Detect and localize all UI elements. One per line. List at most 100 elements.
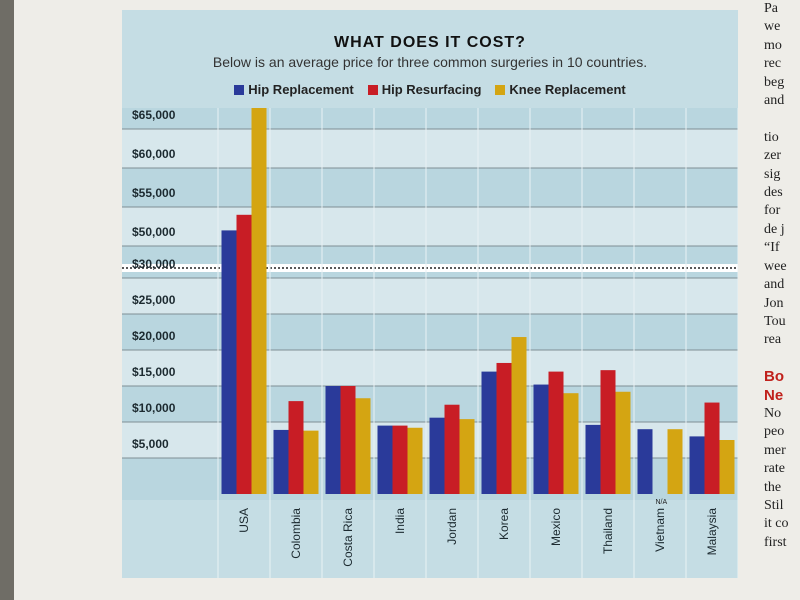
bar-knee-replacement — [459, 419, 475, 494]
bar-hip-resurfacing — [288, 401, 304, 494]
article-text-fragment: and — [764, 277, 785, 293]
bar-hip-replacement — [325, 386, 341, 494]
article-text-fragment: Bo — [764, 368, 784, 386]
bar-hip-resurfacing — [236, 214, 252, 495]
bar-hip-replacement — [637, 429, 653, 494]
article-text-fragment: peo — [764, 424, 785, 440]
y-tick-label: $25,000 — [132, 293, 176, 307]
chart-subtitle: Below is an average price for three comm… — [212, 54, 648, 70]
article-text-fragment: “If — [764, 240, 780, 256]
article-text-fragment: wee — [764, 258, 787, 274]
article-text-fragment: mo — [764, 37, 782, 53]
article-text-fragment: No — [764, 405, 782, 421]
article-text-fragment: Ne — [764, 386, 784, 404]
y-tick-label: $55,000 — [132, 186, 176, 200]
article-text-fragment: zer — [764, 148, 782, 164]
bar-hip-replacement — [689, 436, 705, 494]
bar-hip-replacement — [377, 425, 393, 494]
y-tick-label: $65,000 — [132, 108, 176, 122]
article-text-fragment: Pa — [764, 1, 778, 16]
bar-hip-replacement — [273, 429, 289, 494]
legend-label-hip-resurfacing: Hip Resurfacing — [381, 82, 482, 97]
y-tick-label: $5,000 — [132, 437, 169, 451]
legend-label-knee-replacement: Knee Replacement — [509, 82, 626, 97]
x-tick-label: Mexico — [549, 508, 563, 546]
article-text-fragment: Tou — [764, 313, 786, 329]
article-text-fragment: the — [764, 479, 782, 495]
grid-band — [122, 207, 738, 246]
article-text-fragment: and — [764, 93, 785, 109]
bar-hip-replacement — [481, 371, 497, 494]
article-text-fragment: Jon — [764, 295, 784, 311]
bar-hip-replacement — [585, 424, 601, 494]
bar-chart: $50,000 $55,000 $60,000 $65,000 $5,000 $10,00… — [122, 108, 738, 578]
legend-item-hip-replacement: Hip Replacement — [234, 82, 354, 97]
article-text-fragment: first — [764, 534, 787, 550]
bar-hip-resurfacing — [496, 362, 512, 494]
bar-hip-replacement — [533, 384, 549, 494]
bar-knee-replacement — [303, 430, 319, 494]
legend-item-knee-replacement: Knee Replacement — [495, 82, 626, 97]
x-tick-label: USA — [237, 508, 251, 533]
facing-page-edge — [0, 0, 14, 600]
article-text-fragment: for — [764, 203, 781, 219]
na-label: N/A — [656, 499, 668, 506]
article-text-fragment: mer — [764, 442, 786, 458]
x-tick-label: Korea — [497, 508, 511, 540]
y-tick-label: $20,000 — [132, 329, 176, 343]
grid-band — [122, 350, 738, 386]
article-text-fragment — [764, 110, 800, 128]
y-tick-label: $30,000 — [132, 257, 176, 271]
article-text-fragment: de j — [764, 221, 785, 237]
article-text-fragment: des — [764, 185, 783, 201]
bar-hip-resurfacing — [548, 371, 564, 494]
legend-item-hip-resurfacing: Hip Resurfacing — [367, 82, 482, 97]
legend-swatch-hip-replacement — [234, 84, 245, 95]
y-tick-label: $50,000 — [132, 225, 176, 239]
bar-knee-replacement — [251, 108, 267, 494]
article-text-fragment: rea — [764, 332, 782, 348]
article-text-fragment: Stil — [764, 497, 784, 513]
bar-knee-replacement — [719, 440, 735, 494]
bar-hip-resurfacing — [392, 425, 408, 494]
adjacent-article-text: Pa we mo rec beg and tio zer sig des for de j “If we… — [764, 0, 800, 600]
chart-title: WHAT DOES IT COST? — [334, 34, 526, 51]
article-text-fragment: rec — [764, 56, 782, 72]
bar-hip-replacement — [221, 230, 237, 494]
legend-swatch-knee-replacement — [495, 84, 506, 95]
legend: Hip Replacement Hip Resurfacing Knee Rep… — [122, 82, 738, 97]
y-tick-label: $15,000 — [132, 365, 176, 379]
bar-hip-replacement — [429, 417, 445, 494]
x-tick-label: Vietnam — [653, 508, 667, 552]
grid-band — [122, 278, 738, 314]
bar-hip-resurfacing — [704, 402, 720, 494]
y-tick-label: $60,000 — [132, 147, 176, 161]
y-tick-label: $10,000 — [132, 401, 176, 415]
x-tick-label: Jordan — [445, 508, 459, 545]
bar-knee-replacement — [563, 393, 579, 494]
bar-knee-replacement — [667, 429, 683, 494]
x-tick-label: Malaysia — [705, 508, 719, 556]
legend-swatch-hip-resurfacing — [367, 84, 378, 95]
x-tick-label: India — [393, 508, 407, 534]
bar-hip-resurfacing — [444, 404, 460, 494]
article-text-fragment: it co — [764, 516, 789, 532]
bar-hip-resurfacing — [600, 370, 616, 494]
article-text-fragment: beg — [764, 74, 785, 90]
article-text-fragment: rate — [764, 461, 785, 477]
article-text-fragment — [764, 350, 800, 368]
x-tick-label: Thailand — [601, 508, 615, 554]
category-label-area — [122, 500, 738, 578]
grid-band — [122, 129, 738, 168]
x-tick-label: Costa Rica — [341, 508, 355, 567]
article-text-fragment: tio — [764, 129, 779, 145]
legend-label-hip-replacement: Hip Replacement — [248, 82, 354, 97]
bar-hip-resurfacing — [340, 386, 356, 494]
bar-knee-replacement — [407, 427, 423, 494]
article-text-fragment: we — [764, 19, 781, 35]
x-tick-label: Colombia — [289, 508, 303, 559]
article-text-fragment: sig — [764, 166, 781, 182]
bar-knee-replacement — [615, 391, 631, 494]
bar-knee-replacement — [511, 337, 527, 494]
bar-knee-replacement — [355, 398, 371, 494]
